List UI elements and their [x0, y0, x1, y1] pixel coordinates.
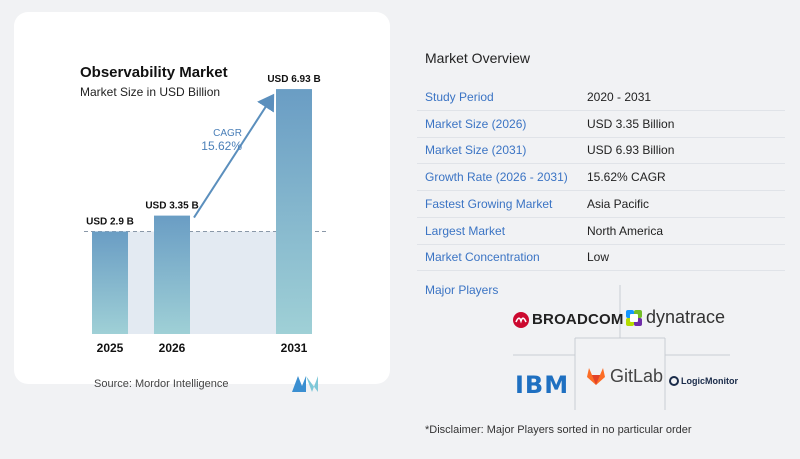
overview-row-value: USD 6.93 Billion [587, 143, 675, 158]
overview-title: Market Overview [425, 50, 531, 66]
overview-row-label: Study Period [425, 89, 494, 104]
overview-row-value: Asia Pacific [587, 196, 650, 211]
logicmonitor-logo: LogicMonitor [669, 376, 738, 386]
dynatrace-logo: dynatrace [625, 307, 725, 328]
overview-row-label: Market Concentration [425, 250, 540, 265]
gitlab-name: GitLab [610, 365, 664, 386]
cagr-value: 15.62% [201, 139, 242, 153]
overview-row-value: Low [587, 250, 610, 265]
overview-row: Largest Market North America [417, 218, 785, 245]
category-label: 2025 [97, 341, 124, 355]
source-note: Source: Mordor Intelligence [94, 378, 229, 390]
disclaimer: *Disclaimer: Major Players sorted in no … [425, 424, 692, 436]
dynatrace-icon [626, 309, 642, 326]
overview-row-label: Largest Market [425, 223, 506, 238]
overview-row-value: 2020 - 2031 [587, 89, 652, 104]
cagr-arrow [193, 93, 275, 219]
players-grid-lines [513, 285, 730, 410]
ibm-name: IBM [515, 371, 570, 399]
overview-row-label: Market Size (2031) [425, 143, 527, 158]
gitlab-logo: GitLab [585, 365, 663, 387]
broadcom-logo: BROADCOM [513, 311, 624, 328]
logicmonitor-icon [669, 376, 679, 386]
overview-table: Study Period 2020 - 2031 Market Size (2026… [417, 84, 785, 272]
bar-2026 [154, 215, 190, 334]
gitlab-icon [587, 368, 605, 385]
bar-value-label: USD 6.93 B [267, 74, 320, 85]
overview-row: Study Period 2020 - 2031 [417, 84, 785, 111]
chart-subtitle: Market Size in USD Billion [80, 85, 221, 99]
logicmonitor-name: LogicMonitor [681, 376, 738, 386]
ibm-logo: IBM [515, 371, 569, 399]
players-title: Major Players [425, 283, 499, 297]
broadcom-name: BROADCOM [532, 311, 624, 328]
overview-row: Growth Rate (2026 - 2031) 15.62% CAGR [417, 164, 785, 191]
overview-row-label: Market Size (2026) [425, 116, 527, 131]
overview-row-value: 15.62% CAGR [587, 170, 666, 185]
broadcom-icon [513, 311, 529, 328]
overview-row-value: North America [587, 223, 664, 238]
chart-title: Observability Market [80, 64, 228, 81]
overview-row-value: USD 3.35 Billion [587, 116, 675, 131]
overview-row: Market Concentration Low [417, 245, 785, 272]
overview-row: Market Size (2026) USD 3.35 Billion [417, 111, 785, 138]
dynatrace-name: dynatrace [646, 307, 726, 327]
players-grid: BROADCOM dynatrace IBM GitLab LogicMonit… [505, 285, 745, 410]
chart-card: USD 2.9 B 2025 USD 3.35 B 2026 USD 6.93 B 203… [14, 12, 390, 392]
overview-row-label: Fastest Growing Market [425, 196, 553, 211]
mordor-intelligence-logo [292, 376, 318, 392]
bar-chart: USD 2.9 B 2025 USD 3.35 B 2026 USD 6.93 B 203… [84, 74, 326, 355]
category-label: 2026 [159, 341, 186, 355]
cagr-label: CAGR [213, 128, 242, 139]
category-label: 2031 [281, 341, 308, 355]
bar-2025 [92, 231, 128, 334]
overview-row: Market Size (2031) USD 6.93 Billion [417, 138, 785, 165]
bar-2031 [276, 89, 312, 334]
bar-value-label: USD 2.9 B [86, 217, 134, 228]
bar-value-label: USD 3.35 B [145, 201, 198, 212]
overview-row: Fastest Growing Market Asia Pacific [417, 191, 785, 218]
overview-row-label: Growth Rate (2026 - 2031) [425, 170, 568, 185]
